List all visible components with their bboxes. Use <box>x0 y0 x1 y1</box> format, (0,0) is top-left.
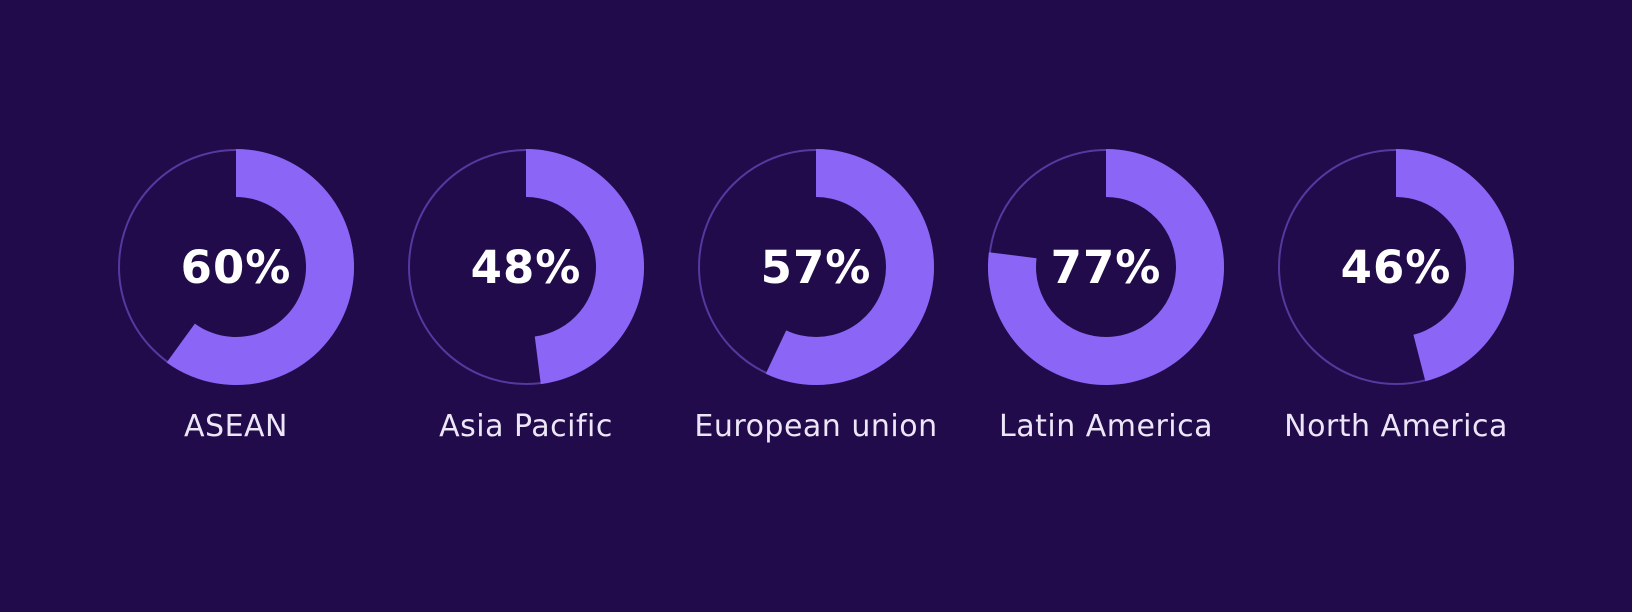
gauge-circle: 48% <box>408 149 644 385</box>
gauge-svg <box>988 149 1224 385</box>
gauge-circle: 77% <box>988 149 1224 385</box>
gauge-progress-arc <box>166 149 354 385</box>
gauge-circle: 46% <box>1278 149 1514 385</box>
gauge-row: 60% ASEAN 48% Asia Pacific 57% European … <box>0 149 1632 444</box>
gauge-svg <box>408 149 644 385</box>
gauge-progress-arc <box>988 149 1224 385</box>
donut-gauge: 48% Asia Pacific <box>408 149 644 444</box>
gauge-svg <box>698 149 934 385</box>
gauge-region-label: Latin America <box>999 409 1213 444</box>
gauge-progress-arc <box>765 149 934 385</box>
gauge-value-text: 48% <box>470 240 582 294</box>
gauge-circle: 60% <box>118 149 354 385</box>
gauge-svg <box>1278 149 1514 385</box>
gauge-region-label: ASEAN <box>184 409 288 444</box>
gauge-region-label: European union <box>694 409 938 444</box>
donut-gauge: 46% North America <box>1278 149 1514 444</box>
donut-gauge: 77% Latin America <box>988 149 1224 444</box>
gauge-value-text: 77% <box>1050 240 1162 294</box>
gauge-svg <box>118 149 354 385</box>
gauge-value-text: 46% <box>1340 240 1452 294</box>
donut-gauge: 57% European union <box>694 149 937 444</box>
gauge-region-label: North America <box>1284 409 1508 444</box>
gauge-value-text: 57% <box>760 240 872 294</box>
gauge-progress-arc <box>526 149 644 385</box>
gauge-circle: 57% <box>698 149 934 385</box>
gauge-region-label: Asia Pacific <box>439 409 613 444</box>
gauge-progress-arc <box>1396 149 1514 382</box>
donut-gauge: 60% ASEAN <box>118 149 354 444</box>
gauge-value-text: 60% <box>180 240 292 294</box>
